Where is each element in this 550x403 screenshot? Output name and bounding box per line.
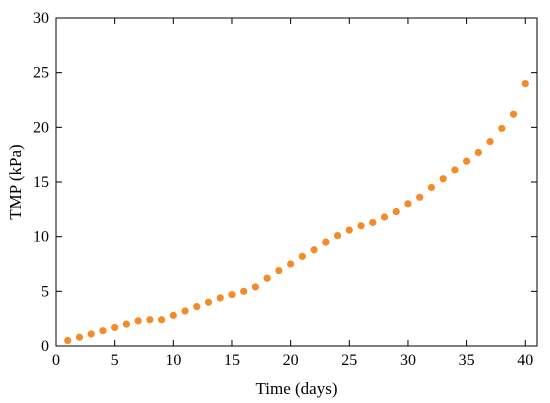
y-tick-label: 5 [41, 283, 49, 300]
x-tick-label: 5 [111, 352, 119, 369]
x-tick-label: 25 [341, 352, 357, 369]
data-point [521, 80, 529, 88]
y-tick-label: 30 [33, 10, 49, 27]
data-point [181, 307, 189, 315]
data-point [509, 110, 518, 118]
data-point [169, 311, 177, 319]
y-tick-label: 15 [33, 174, 49, 191]
data-point [357, 222, 365, 230]
y-tick-label: 0 [41, 338, 49, 355]
x-tick-label: 10 [165, 352, 181, 369]
y-axis-ticks: 0 5 10 15 20 25 30 [33, 10, 537, 355]
data-point [451, 166, 459, 174]
plot-frame [55, 17, 538, 347]
data-point [287, 260, 295, 268]
data-point [345, 226, 353, 234]
data-point [64, 336, 72, 345]
data-point [380, 213, 389, 221]
data-point [122, 320, 130, 328]
data-point [251, 283, 260, 291]
x-axis-ticks: 0 5 10 15 20 25 30 35 40 [52, 18, 533, 369]
data-point [240, 287, 248, 295]
data-point [87, 330, 95, 338]
data-point [463, 157, 471, 165]
plot-area [55, 17, 538, 347]
data-point [439, 175, 447, 183]
x-tick-label: 20 [283, 352, 299, 369]
data-point [392, 207, 400, 216]
data-point [146, 316, 154, 324]
data-point [416, 193, 424, 201]
data-point [427, 183, 436, 192]
data-point [193, 303, 201, 311]
data-point [322, 238, 330, 246]
x-tick-label: 30 [400, 352, 416, 369]
data-point [216, 294, 224, 302]
data-points [64, 80, 529, 345]
data-point [498, 124, 506, 133]
data-point [157, 316, 166, 324]
data-point [404, 200, 412, 208]
data-point [275, 266, 283, 275]
y-tick-label: 10 [33, 229, 49, 246]
data-point [75, 333, 84, 341]
data-point [111, 323, 119, 332]
x-tick-label: 15 [224, 352, 240, 369]
data-point [310, 246, 318, 254]
x-tick-label: 40 [517, 352, 533, 369]
data-point [228, 291, 236, 299]
data-point [204, 298, 213, 306]
x-axis-title: Time (days) [255, 379, 337, 398]
y-tick-label: 20 [33, 119, 49, 136]
x-tick-label: 35 [459, 352, 475, 369]
x-tick-label: 0 [52, 352, 60, 369]
data-point [134, 317, 142, 325]
data-point [99, 327, 107, 335]
y-tick-label: 25 [33, 65, 49, 82]
data-point [369, 218, 377, 227]
data-point [486, 137, 494, 146]
data-point [263, 274, 271, 282]
data-point [298, 252, 306, 260]
data-point [333, 231, 342, 240]
y-axis-title: TMP (kPa) [6, 144, 25, 219]
data-point [474, 148, 482, 157]
